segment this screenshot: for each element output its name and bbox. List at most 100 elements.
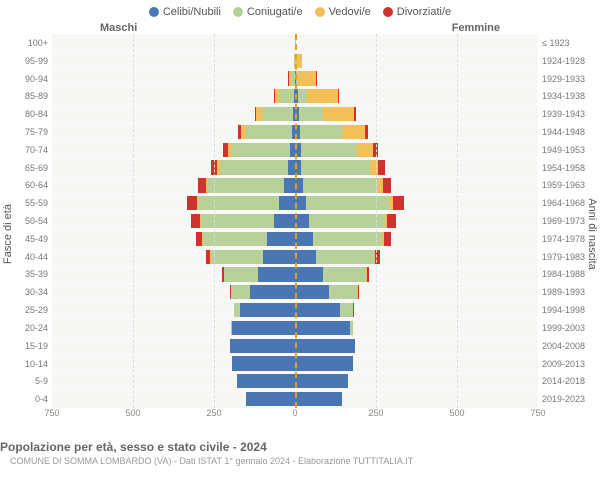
female-bar bbox=[295, 125, 538, 139]
year-label: 1979-1983 bbox=[542, 252, 585, 262]
male-bar bbox=[52, 232, 295, 246]
female-bar bbox=[295, 303, 538, 317]
age-row: 100+≤ 1923 bbox=[52, 34, 538, 52]
bar-segment bbox=[375, 250, 380, 264]
year-label: 1954-1958 bbox=[542, 163, 585, 173]
bar-segment bbox=[198, 196, 279, 210]
bar-segment bbox=[295, 285, 329, 299]
bar-segment bbox=[373, 143, 378, 157]
male-bar bbox=[52, 267, 295, 281]
age-row: 50-541969-1973 bbox=[52, 212, 538, 230]
age-row: 75-791944-1948 bbox=[52, 123, 538, 141]
bar-segment bbox=[301, 143, 358, 157]
male-bar bbox=[52, 250, 295, 264]
female-bar bbox=[295, 392, 538, 406]
age-label: 0-4 bbox=[35, 394, 48, 404]
age-row: 60-641959-1963 bbox=[52, 177, 538, 195]
legend-swatch bbox=[149, 7, 159, 17]
bar-segment bbox=[279, 196, 295, 210]
bar-segment bbox=[387, 214, 396, 228]
bar-segment bbox=[358, 285, 359, 299]
age-row: 10-142009-2013 bbox=[52, 355, 538, 373]
age-row: 5-92014-2018 bbox=[52, 372, 538, 390]
age-label: 20-24 bbox=[25, 323, 48, 333]
female-bar bbox=[295, 285, 538, 299]
legend-label: Vedovi/e bbox=[329, 6, 371, 18]
year-label: 1989-1993 bbox=[542, 287, 585, 297]
bar-segment bbox=[220, 160, 288, 174]
age-label: 60-64 bbox=[25, 180, 48, 190]
year-label: 1934-1938 bbox=[542, 91, 585, 101]
male-bar bbox=[52, 107, 295, 121]
chart-subtitle: COMUNE DI SOMMA LOMBARDO (VA) - Dati IST… bbox=[0, 454, 600, 466]
male-bar bbox=[52, 89, 295, 103]
age-row: 40-441979-1983 bbox=[52, 248, 538, 266]
x-tick-label: 250 bbox=[368, 408, 383, 418]
year-label: ≤ 1923 bbox=[542, 38, 569, 48]
age-label: 75-79 bbox=[25, 127, 48, 137]
age-label: 25-29 bbox=[25, 305, 48, 315]
bar-segment bbox=[329, 285, 357, 299]
x-tick-label: 750 bbox=[530, 408, 545, 418]
year-label: 1929-1933 bbox=[542, 74, 585, 84]
male-bar bbox=[52, 54, 295, 68]
bar-segment bbox=[365, 125, 368, 139]
bar-segment bbox=[300, 125, 342, 139]
male-bar bbox=[52, 196, 295, 210]
age-label: 45-49 bbox=[25, 234, 48, 244]
bar-segment bbox=[367, 267, 369, 281]
bar-segment bbox=[338, 89, 339, 103]
age-row: 30-341989-1993 bbox=[52, 283, 538, 301]
legend-item: Divorziati/e bbox=[383, 6, 451, 18]
bar-segment bbox=[208, 178, 284, 192]
bar-segment bbox=[295, 214, 309, 228]
age-label: 65-69 bbox=[25, 163, 48, 173]
bar-segment bbox=[295, 267, 323, 281]
age-row: 65-691954-1958 bbox=[52, 159, 538, 177]
male-bar bbox=[52, 214, 295, 228]
bar-segment bbox=[198, 178, 206, 192]
bar-segment bbox=[274, 214, 295, 228]
bar-segment bbox=[295, 303, 340, 317]
bar-segment bbox=[246, 125, 291, 139]
bar-segment bbox=[384, 232, 391, 246]
age-row: 20-241999-2003 bbox=[52, 319, 538, 337]
gender-labels: Maschi Femmine bbox=[0, 22, 600, 34]
y-left-title: Fasce di età bbox=[2, 204, 14, 264]
male-bar bbox=[52, 356, 295, 370]
legend-item: Coniugati/e bbox=[233, 6, 303, 18]
bar-segment bbox=[203, 232, 268, 246]
legend-item: Celibi/Nubili bbox=[149, 6, 221, 18]
male-bar bbox=[52, 321, 295, 335]
bar-segment bbox=[258, 267, 295, 281]
year-label: 1949-1953 bbox=[542, 145, 585, 155]
legend-label: Coniugati/e bbox=[247, 6, 303, 18]
year-label: 1969-1973 bbox=[542, 216, 585, 226]
pyramid-chart: Fasce di età Anni di nascita 100+≤ 19239… bbox=[0, 34, 600, 434]
label-female: Femmine bbox=[452, 22, 500, 34]
bar-segment bbox=[354, 107, 356, 121]
bar-segment bbox=[295, 232, 313, 246]
female-bar bbox=[295, 321, 538, 335]
bar-segment bbox=[237, 374, 295, 388]
male-bar bbox=[52, 339, 295, 353]
age-label: 100+ bbox=[28, 38, 48, 48]
female-bar bbox=[295, 89, 538, 103]
bar-segment bbox=[295, 374, 348, 388]
chart-title: Popolazione per età, sesso e stato civil… bbox=[0, 434, 600, 454]
legend-label: Divorziati/e bbox=[397, 6, 451, 18]
x-tick-label: 500 bbox=[449, 408, 464, 418]
bar-segment bbox=[288, 160, 295, 174]
age-label: 85-89 bbox=[25, 91, 48, 101]
bar-segment bbox=[303, 178, 378, 192]
bar-segment bbox=[301, 160, 369, 174]
age-label: 80-84 bbox=[25, 109, 48, 119]
age-row: 70-741949-1953 bbox=[52, 141, 538, 159]
age-row: 80-841939-1943 bbox=[52, 105, 538, 123]
age-label: 55-59 bbox=[25, 198, 48, 208]
age-label: 95-99 bbox=[25, 56, 48, 66]
bar-segment bbox=[230, 339, 295, 353]
bar-segment bbox=[306, 196, 389, 210]
age-label: 10-14 bbox=[25, 359, 48, 369]
age-row: 90-941929-1933 bbox=[52, 70, 538, 88]
